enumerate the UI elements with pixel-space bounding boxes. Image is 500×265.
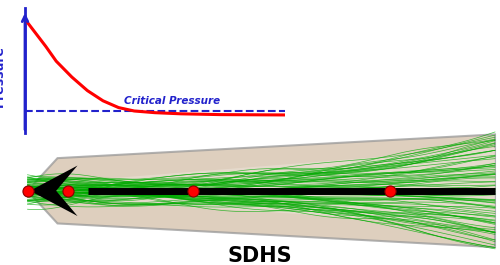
Polygon shape [28,148,495,226]
Text: SDHS: SDHS [228,246,292,265]
Text: Critical Pressure: Critical Pressure [124,96,220,106]
Polygon shape [28,134,495,247]
Text: Pressure: Pressure [0,46,6,107]
Polygon shape [30,166,78,216]
